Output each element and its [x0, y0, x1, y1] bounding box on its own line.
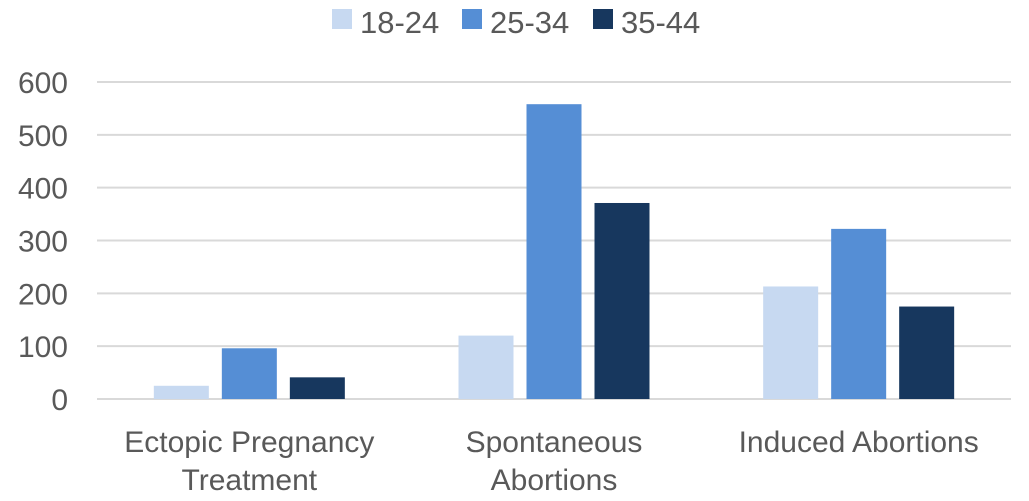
y-tick-label-500: 500	[18, 120, 68, 153]
bar-35-44-2	[899, 306, 955, 399]
bar-25-34-1	[526, 104, 582, 399]
y-tick-label-100: 100	[18, 331, 68, 364]
bar-35-44-0	[289, 377, 345, 399]
x-category-label-1-0: Spontaneous	[466, 426, 643, 459]
y-axis: 0 100 200 300 400 500 600	[18, 67, 68, 417]
bars	[153, 104, 955, 399]
bar-18-24-2	[763, 286, 819, 399]
x-category-label-1-1: Abortions	[491, 464, 618, 497]
y-tick-label-0: 0	[51, 384, 68, 417]
legend: 18-24 25-34 35-44	[332, 5, 700, 40]
x-category-label-0-1: Treatment	[182, 464, 318, 497]
y-tick-label-300: 300	[18, 226, 68, 259]
legend-swatch-25-34	[462, 9, 482, 29]
bar-18-24-1	[458, 335, 514, 399]
x-axis: Ectopic Pregnancy Treatment Spontaneous Abo…	[124, 426, 978, 497]
legend-swatch-18-24	[332, 9, 352, 29]
bar-35-44-1	[594, 202, 650, 399]
legend-label-35-44: 35-44	[621, 5, 700, 40]
x-category-label-2-0: Induced Abortions	[739, 426, 979, 459]
legend-label-18-24: 18-24	[360, 5, 439, 40]
legend-label-25-34: 25-34	[490, 5, 569, 40]
y-tick-label-600: 600	[18, 67, 68, 100]
bar-25-34-2	[831, 228, 887, 399]
y-tick-label-200: 200	[18, 278, 68, 311]
bar-18-24-0	[153, 385, 209, 399]
legend-swatch-35-44	[593, 9, 613, 29]
bar-25-34-0	[221, 348, 277, 399]
x-category-label-0-0: Ectopic Pregnancy	[124, 426, 374, 459]
y-tick-label-400: 400	[18, 173, 68, 206]
